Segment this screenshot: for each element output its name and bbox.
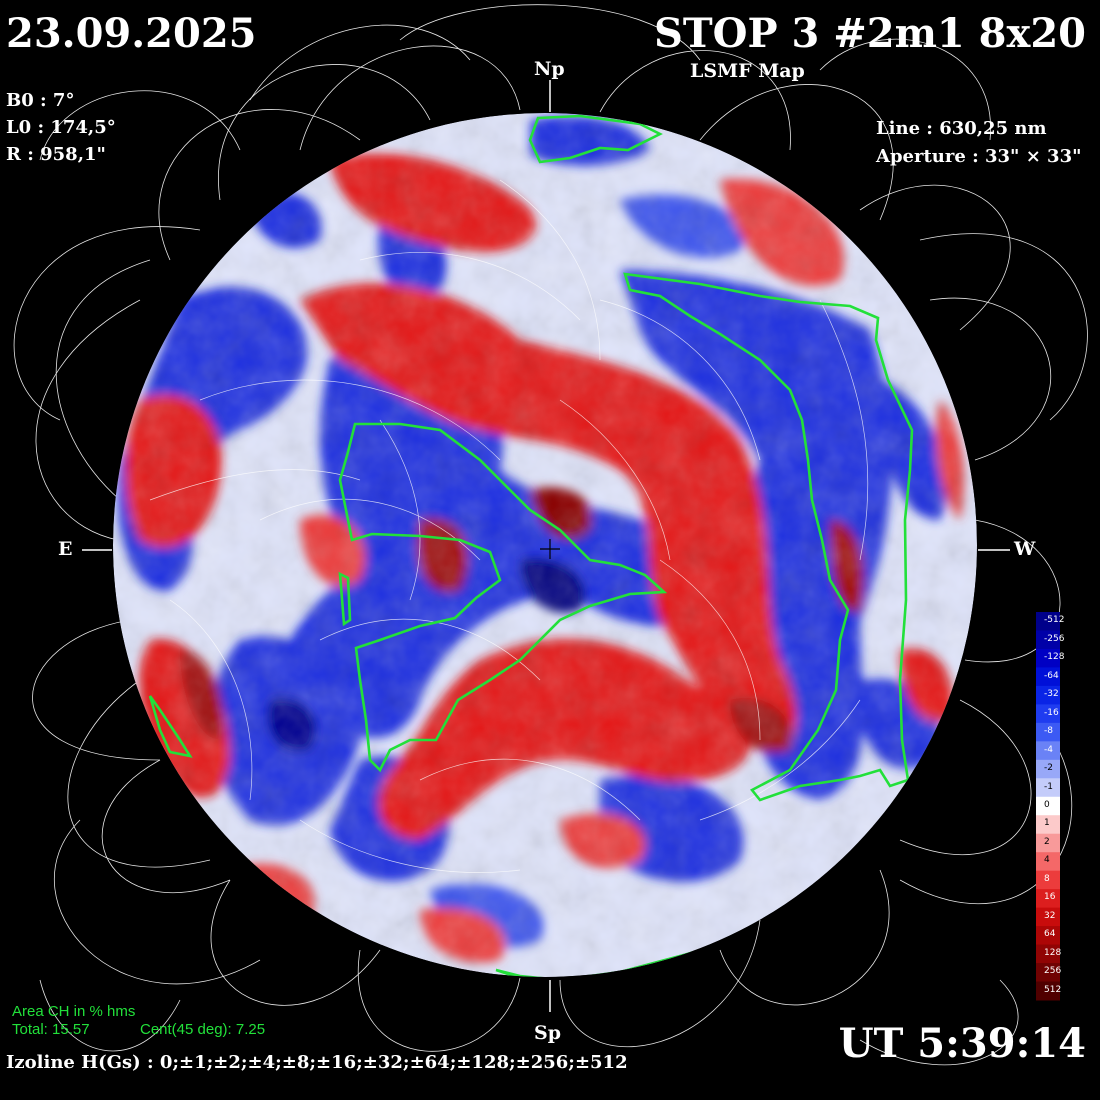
- scale-label: -32: [1044, 689, 1059, 700]
- l0-param: L0 : 174,5°: [6, 117, 116, 138]
- scale-swatch: [1036, 778, 1060, 798]
- scale-swatch: [1036, 981, 1060, 1001]
- scale-label: 64: [1044, 929, 1056, 940]
- scale-label: -4: [1044, 744, 1053, 755]
- scale-swatch: [1036, 907, 1060, 927]
- scale-label: -8: [1044, 726, 1053, 737]
- scale-label: -256: [1044, 633, 1065, 644]
- scale-label: 32: [1044, 910, 1056, 921]
- scale-label: 1: [1044, 818, 1050, 829]
- scale-swatch: [1036, 704, 1060, 724]
- scale-swatch: [1036, 759, 1060, 779]
- scale-swatch: [1036, 648, 1060, 668]
- universal-time: UT 5:39:14: [838, 1020, 1086, 1067]
- ch-area-total: Total: 15.57: [12, 1021, 90, 1038]
- field-lines-outer: [13, 4, 1088, 1066]
- scale-swatch: [1036, 612, 1060, 631]
- color-scale-bar: [1036, 612, 1060, 1001]
- scale-label: 8: [1044, 873, 1050, 884]
- scale-swatch: [1036, 833, 1060, 853]
- ch-area-heading: Area CH in % hms: [12, 1003, 136, 1020]
- scale-swatch: [1036, 741, 1060, 761]
- scale-label: -1: [1044, 781, 1053, 792]
- scale-label: 16: [1044, 892, 1056, 903]
- scale-swatch: [1036, 815, 1060, 835]
- scale-label: 4: [1044, 855, 1050, 866]
- scale-label: 256: [1044, 966, 1062, 977]
- disc-center-mark: [540, 539, 560, 559]
- scale-label: -128: [1044, 652, 1065, 663]
- scale-swatch: [1036, 685, 1060, 705]
- scale-swatch: [1036, 796, 1060, 816]
- radius-param: R : 958,1": [6, 144, 106, 165]
- coronal-hole-west: [623, 272, 914, 802]
- b0-param: B0 : 7°: [6, 90, 75, 111]
- coronal-hole-north: [528, 114, 663, 164]
- scale-swatch: [1036, 667, 1060, 687]
- direction-ticks: [82, 80, 1010, 1012]
- scale-label: 512: [1044, 984, 1062, 995]
- scale-label: -512: [1044, 615, 1065, 626]
- west-label: W: [1014, 538, 1036, 560]
- coronal-hole-contours: [148, 114, 962, 977]
- map-title: STOP 3 #2m1 8x20: [653, 10, 1086, 57]
- scale-swatch: [1036, 870, 1060, 890]
- south-pole-label: Sp: [534, 1022, 562, 1044]
- observation-date: 23.09.2025: [6, 10, 257, 57]
- scale-label: -2: [1044, 763, 1053, 774]
- scale-swatch: [1036, 852, 1060, 872]
- ch-area-central: Cent(45 deg): 7.25: [140, 1021, 266, 1038]
- scale-swatch: [1036, 926, 1060, 946]
- east-label: E: [58, 538, 73, 560]
- line-wavelength: Line : 630,25 nm: [876, 118, 1047, 139]
- scale-label: -16: [1044, 707, 1059, 718]
- aperture-size: Aperture : 33" × 33": [876, 146, 1082, 167]
- isoline-levels: Izoline H(Gs) : 0;±1;±2;±4;±8;±16;±32;±6…: [6, 1052, 628, 1073]
- scale-swatch: [1036, 722, 1060, 742]
- field-lines-disc: [149, 179, 869, 873]
- north-pole-label: Np: [534, 58, 565, 80]
- map-subtitle: LSMF Map: [690, 60, 805, 82]
- scale-swatch: [1036, 963, 1060, 983]
- scale-swatch: [1036, 944, 1060, 964]
- scale-swatch: [1036, 889, 1060, 909]
- scale-label: 0: [1044, 800, 1050, 810]
- scale-label: -64: [1044, 670, 1059, 681]
- scale-swatch: [1036, 630, 1060, 650]
- coronal-hole-central: [338, 422, 668, 773]
- coronal-hole-southeast: [148, 695, 193, 758]
- scale-label: 2: [1044, 836, 1050, 847]
- scale-label: 128: [1044, 947, 1062, 958]
- coronal-hole-east-limb: [338, 571, 352, 627]
- solar-disc: [113, 113, 977, 977]
